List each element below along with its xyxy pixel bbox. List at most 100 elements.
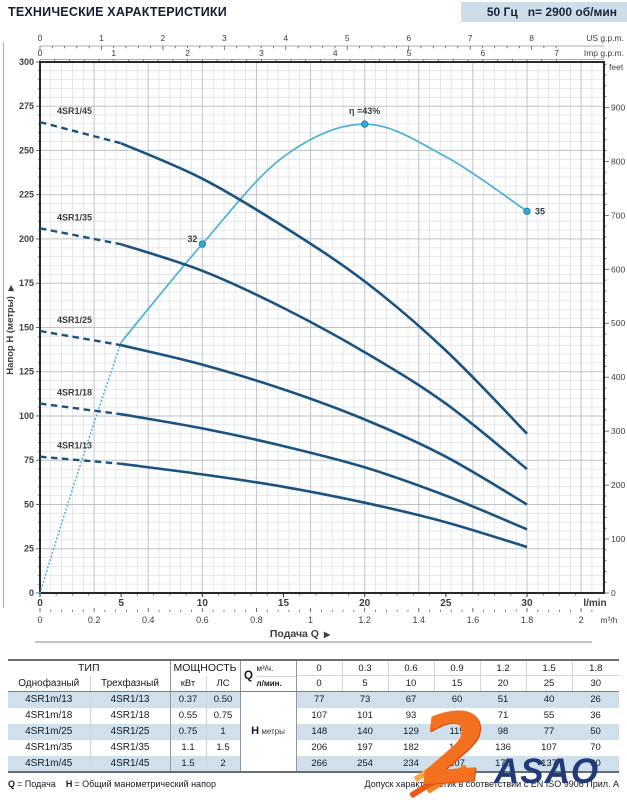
power-kw: 1.5 <box>169 755 207 772</box>
pump-curve-4SR1/45 <box>120 142 528 435</box>
head-meters-cell: H метры <box>239 691 297 772</box>
svg-text:125: 125 <box>19 367 34 377</box>
head-value: 197 <box>357 742 373 753</box>
svg-text:800: 800 <box>611 156 625 166</box>
q-m3h-value: 0.6 <box>387 660 435 677</box>
svg-text:0.8: 0.8 <box>250 615 263 625</box>
svg-text:0: 0 <box>38 48 43 58</box>
head-value: 140 <box>342 723 389 740</box>
power-kw: 1.1 <box>169 739 207 756</box>
frequency-badge: 50 Гц n= 2900 об/мин <box>460 2 627 22</box>
svg-text:1.2: 1.2 <box>358 615 371 625</box>
svg-text:25: 25 <box>24 544 34 554</box>
svg-text:1.6: 1.6 <box>467 615 480 625</box>
column-header-power: МОЩНОСТЬ <box>169 660 241 676</box>
us-gpm-unit: US g.p.m. <box>586 33 624 43</box>
svg-text:2: 2 <box>161 33 166 43</box>
q-m3h-value: 1.8 <box>571 660 620 677</box>
head-value: 266 <box>295 755 343 772</box>
head-value: 83 <box>451 710 463 721</box>
svg-text:100: 100 <box>19 411 34 421</box>
efficiency-point <box>360 120 369 128</box>
q-lmin-value: 20 <box>479 675 527 692</box>
svg-text:10: 10 <box>197 598 209 609</box>
head-value: 207 <box>434 755 481 772</box>
legend-q-symbol: Q <box>8 779 16 789</box>
column-header-kw: кВт <box>169 675 207 692</box>
head-value: 98 <box>480 723 527 740</box>
column-header-single-phase: Однофазный <box>8 675 90 692</box>
series-label: 4SR1/25 <box>57 315 92 325</box>
svg-text:0: 0 <box>38 33 43 43</box>
efficiency-point <box>198 240 207 248</box>
power-hp: 1 <box>205 723 241 740</box>
efficiency-point-label: η =43% <box>349 106 380 116</box>
table-row: 4SR1m/18 4SR1/18 0.55 0.75 107 101 93 83 71 55 36 <box>8 707 619 724</box>
svg-text:15: 15 <box>278 598 290 609</box>
pump-model-single-phase: 4SR1m/25 <box>8 723 90 740</box>
pump-model-single-phase: 4SR1m/45 <box>8 755 90 772</box>
power-kw: 0.37 <box>169 691 207 708</box>
pump-curves <box>39 120 528 549</box>
q-unit-lmin: л/мин. <box>256 678 282 688</box>
svg-text:225: 225 <box>19 190 34 200</box>
power-kw: 0.55 <box>169 707 207 724</box>
head-value: 93 <box>405 710 417 721</box>
efficiency-point-label: 32 <box>187 234 197 244</box>
spec-table: ТИП МОЩНОСТЬ Q м³/ч. л/мин. 0 0.3 0.6 0.9 1.… <box>8 659 620 773</box>
svg-text:7: 7 <box>554 48 559 58</box>
x-axis-title: Подача Q ▶ <box>270 628 331 640</box>
svg-text:1.8: 1.8 <box>521 615 534 625</box>
svg-text:400: 400 <box>611 372 625 382</box>
legend-h-symbol: H <box>65 779 73 789</box>
head-value: 73 <box>342 691 389 708</box>
head-value: 176 <box>480 755 527 772</box>
page-title: ТЕХНИЧЕСКИЕ ХАРАКТЕРИСТИКИ <box>8 5 227 19</box>
head-value: 26 <box>572 691 620 708</box>
svg-text:100: 100 <box>611 534 625 544</box>
column-header-hp: ЛС <box>205 675 241 692</box>
head-value: 101 <box>357 710 373 721</box>
tolerance-note: Допуск характеристик в соответствии с EN… <box>364 779 619 789</box>
q-lmin-value: 0 <box>295 675 343 692</box>
column-header-q: Q м³/ч. л/мин. <box>239 660 297 692</box>
svg-text:1.4: 1.4 <box>413 615 426 625</box>
efficiency-point-label: 35 <box>535 206 545 216</box>
svg-text:5: 5 <box>407 48 412 58</box>
q-unit-m3h: м³/ч. <box>256 662 296 677</box>
head-value: 148 <box>295 723 343 740</box>
head-value: 36 <box>590 710 601 721</box>
legend-h-text: = Общий манометрический напор <box>74 779 216 789</box>
head-value: 161 <box>449 742 465 753</box>
legend-q-text: = Подача <box>17 779 56 789</box>
series-label: 4SR1/18 <box>57 388 92 398</box>
imp-gpm-unit: Imp g.p.m. <box>584 48 624 58</box>
head-value: 254 <box>342 755 389 772</box>
svg-text:0: 0 <box>37 598 43 609</box>
svg-text:50: 50 <box>24 499 34 509</box>
svg-text:5: 5 <box>345 33 350 43</box>
lmin-unit: l/min <box>583 598 606 609</box>
svg-text:7: 7 <box>468 33 473 43</box>
svg-text:2: 2 <box>185 48 190 58</box>
curve-labels: 4SR1/45 4SR1/35 4SR1/25 4SR1/18 4SR1/13 <box>57 106 92 451</box>
svg-text:900: 900 <box>611 102 625 112</box>
head-value: 90 <box>572 755 620 772</box>
q-lmin-value: 15 <box>433 675 481 692</box>
table-row: 4SR1m/45 4SR1/45 1.5 2 266 254 234 207 176 137 90 <box>8 755 620 772</box>
head-value: 206 <box>295 739 343 756</box>
q-lmin-value: 10 <box>387 675 435 692</box>
pump-model-single-phase: 4SR1m/35 <box>25 742 73 753</box>
svg-text:1: 1 <box>308 615 313 625</box>
svg-text:300: 300 <box>611 426 625 436</box>
svg-text:4: 4 <box>283 33 288 43</box>
feet-unit: feet <box>609 62 624 72</box>
efficiency-point <box>523 207 531 216</box>
svg-text:25: 25 <box>440 598 452 609</box>
q-symbol: Q <box>244 670 253 682</box>
svg-text:75: 75 <box>24 455 34 465</box>
q-m3h-value: 0.9 <box>433 660 481 677</box>
q-m3h-value: 1.2 <box>479 660 527 677</box>
svg-text:600: 600 <box>611 264 625 274</box>
y-axis-title: Напор H (метры)▶ <box>5 284 16 375</box>
